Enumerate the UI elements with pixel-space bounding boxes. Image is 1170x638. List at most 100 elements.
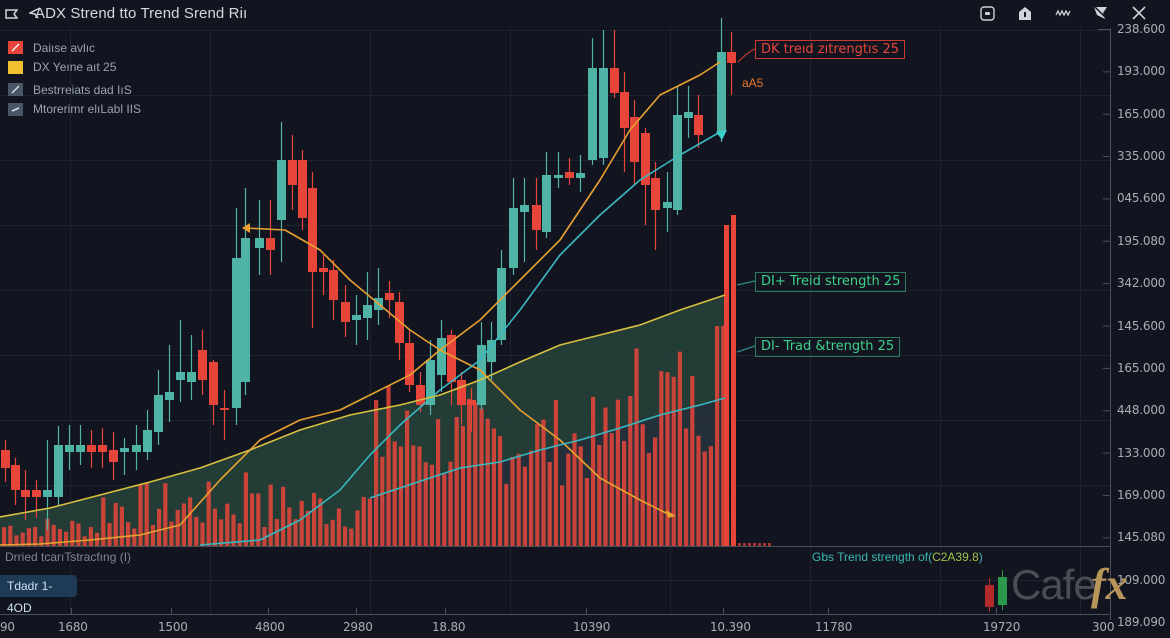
x-axis-label: 10390 — [573, 620, 611, 634]
candle-bull — [54, 426, 63, 505]
y-axis-label: 335.000 — [1117, 149, 1166, 164]
dx-trend-strength-annotation: DK treıd zıtrengtıs 25 — [755, 40, 906, 59]
candle-bear — [298, 150, 307, 230]
close-icon[interactable] — [1130, 4, 1148, 22]
candle-bull — [576, 155, 585, 192]
candle-bear — [630, 100, 639, 185]
readout-value: C2A39.8 — [932, 550, 979, 564]
candle-bull — [165, 345, 174, 422]
y-axis-label: 145.600 — [1117, 318, 1166, 333]
adx-orange--line — [0, 61, 721, 546]
candle-bull — [76, 425, 85, 465]
watermark-fx: fx — [1091, 560, 1128, 609]
candle-bear — [319, 255, 328, 295]
candle-bear — [308, 172, 317, 328]
window-title: ADX Strend tto Trend Srend Riı — [35, 5, 248, 22]
candle-bear — [620, 72, 629, 172]
candle-bear — [395, 292, 404, 360]
watermark-text: Cafe — [1011, 561, 1097, 608]
legend-item-1[interactable]: Daiıse avlıc — [8, 38, 141, 58]
x-axis-label: 11780 — [815, 620, 853, 634]
candle-bear — [416, 372, 425, 412]
candle-bull — [509, 178, 518, 275]
candle-bull — [374, 268, 383, 325]
candle-bear — [288, 135, 297, 210]
trend-strength-readout: Gbs Trend strength of(C2A39.8) — [812, 550, 983, 564]
y-axis-label: 169.000 — [1117, 487, 1166, 502]
lower-panel-title: Drried tcarıTstracfıng (I) — [5, 550, 132, 564]
legend-item-3[interactable]: Bestrreiats dad IıS — [8, 80, 141, 100]
candle-bull — [477, 322, 486, 410]
candle-bull — [132, 425, 141, 470]
screenshot-icon[interactable] — [978, 4, 996, 22]
candle-bull — [588, 38, 597, 165]
diagonal-line-icon — [8, 41, 23, 55]
green-annotation-connector-1 — [736, 280, 756, 286]
y-axis-label: 045.600 — [1117, 191, 1166, 206]
candle-bull — [143, 410, 152, 460]
candle-bear — [457, 372, 466, 425]
candle-bull — [673, 86, 682, 215]
candle-bear — [11, 458, 20, 505]
candlesticks — [1, 18, 736, 530]
candle-bull — [232, 208, 241, 425]
cursor-icon[interactable] — [28, 6, 42, 20]
candle-bear — [98, 428, 107, 468]
x-axis-label: 10.390 — [710, 620, 751, 634]
candle-bear — [87, 430, 96, 468]
legend-item-4[interactable]: Mtorerimr elıLabl IIS — [8, 100, 141, 120]
adx-decline-orange--line — [244, 227, 671, 516]
candle-bull — [187, 335, 196, 400]
candle-bull — [663, 172, 672, 232]
candle-bear — [385, 281, 394, 318]
y-axis-label: 133.000 — [1117, 445, 1166, 460]
y-axis-label: 342.000 — [1117, 276, 1166, 291]
wave-icon[interactable] — [1054, 4, 1072, 22]
y-axis-label: 165.000 — [1117, 106, 1166, 121]
dx-value-label: aA5 — [742, 76, 764, 90]
candle-bear — [405, 330, 414, 392]
x-axis-label: 1680 — [58, 620, 88, 634]
candle-bull — [241, 188, 250, 395]
x-axis-label: 90 — [0, 620, 15, 634]
x-axis-label: 2980 — [343, 620, 373, 634]
candle-bear — [109, 432, 118, 480]
di-arrow-up-icon — [716, 130, 727, 140]
timeframe-badge[interactable]: Tdadr 1-4OD — [0, 575, 77, 615]
legend-item-2[interactable]: DX Yeıne aıt 25 — [8, 58, 141, 78]
y-axis-label: 238.600 — [1117, 22, 1166, 36]
x-axis-label: 19720 — [983, 620, 1021, 634]
indicator-lines — [0, 61, 726, 546]
diagonal-line-icon — [8, 83, 23, 97]
legend-label: Mtorerimr elıLabl IIS — [33, 102, 142, 117]
adx-arrow-down-icon — [666, 510, 676, 518]
legend-label: DX Yeıne aıt 25 — [33, 60, 117, 75]
candle-bull — [684, 86, 693, 138]
x-axis-label: 4800 — [255, 620, 285, 634]
candle-bear — [565, 158, 574, 185]
candle-bull — [352, 295, 361, 345]
candle-bear — [467, 388, 476, 432]
solid-swatch-icon — [8, 60, 23, 74]
chart-legend: Daiıse avlıc DX Yeıne aıt 25 Bestrreiats… — [8, 38, 141, 119]
candle-bear — [447, 330, 456, 405]
di-minus-annotation: DI- Trad &trength 25 — [755, 337, 901, 357]
candle-bull — [542, 152, 551, 238]
candle-bear — [727, 32, 736, 95]
expand-icon[interactable] — [4, 6, 18, 20]
x-axis-label: 1500 — [158, 620, 188, 634]
x-axis-label: 18.80 — [432, 620, 466, 634]
candle-bull — [487, 322, 496, 380]
candle-bull — [437, 320, 446, 392]
candle-bull — [65, 425, 74, 470]
candle-bull — [120, 438, 129, 475]
candle-bull — [255, 200, 264, 275]
y-axis-label: 195.080 — [1117, 233, 1166, 248]
candle-bull — [43, 440, 52, 530]
y-axis-label: 448.000 — [1117, 403, 1166, 418]
candle-bull — [717, 18, 726, 142]
lock-icon[interactable] — [1016, 4, 1034, 22]
red-annotation-connector — [737, 48, 756, 63]
clear-icon[interactable] — [1092, 4, 1110, 22]
